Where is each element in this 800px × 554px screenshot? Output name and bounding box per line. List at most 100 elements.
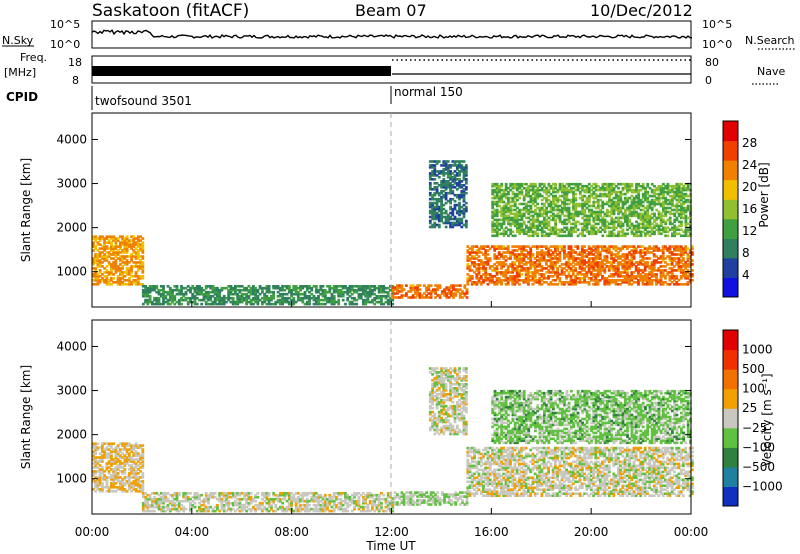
power-echo-cell bbox=[348, 288, 352, 292]
power-echo-cell bbox=[565, 206, 569, 210]
power-echo-cell bbox=[209, 290, 213, 294]
power-echo-cell bbox=[580, 259, 584, 262]
power-echo-cell bbox=[373, 285, 377, 288]
power-echo-cell bbox=[254, 300, 257, 304]
power-echo-cell bbox=[180, 298, 183, 302]
power-echo-cell bbox=[621, 214, 625, 218]
power-echo-cell bbox=[493, 218, 497, 222]
power-echo-cell bbox=[522, 232, 526, 236]
power-echo-cell bbox=[398, 284, 401, 287]
station-title: Saskatoon (fitACF) bbox=[92, 1, 249, 21]
power-echo-cell bbox=[569, 277, 573, 280]
power-echo-cell bbox=[641, 204, 645, 208]
power-echo-cell bbox=[422, 296, 426, 299]
power-echo-cell bbox=[529, 265, 533, 268]
power-echo-cell bbox=[671, 212, 674, 216]
power-echo-cell bbox=[504, 186, 508, 190]
velocity-echo-cell bbox=[107, 444, 111, 447]
power-echo-cell bbox=[540, 208, 544, 212]
velocity-echo-cell bbox=[139, 486, 142, 489]
power-echo-cell bbox=[507, 196, 510, 200]
power-echo-cell bbox=[416, 292, 419, 295]
power-echo-cell bbox=[433, 205, 437, 209]
power-echo-cell bbox=[175, 292, 179, 296]
power-echo-cell bbox=[662, 200, 665, 204]
power-echo-cell bbox=[590, 184, 593, 188]
power-echo-cell bbox=[180, 285, 183, 288]
power-echo-cell bbox=[464, 201, 468, 205]
power-echo-cell bbox=[362, 290, 365, 294]
power-echo-cell bbox=[610, 263, 613, 266]
power-echo-cell bbox=[502, 212, 506, 216]
power-echo-cell bbox=[452, 296, 455, 299]
power-echo-cell bbox=[348, 300, 352, 304]
power-echo-cell bbox=[442, 211, 446, 215]
power-echo-cell bbox=[101, 251, 104, 254]
power-echo-cell bbox=[437, 217, 441, 221]
power-echo-cell bbox=[668, 212, 672, 216]
power-echo-cell bbox=[626, 190, 629, 194]
power-echo-cell bbox=[141, 247, 145, 250]
power-echo-cell bbox=[509, 253, 512, 256]
power-echo-cell bbox=[110, 273, 113, 276]
power-echo-cell bbox=[464, 170, 468, 173]
power-echo-cell bbox=[265, 285, 269, 288]
power-echo-cell bbox=[540, 279, 544, 282]
power-echo-cell bbox=[639, 200, 643, 204]
power-echo-cell bbox=[518, 271, 521, 274]
power-echo-cell bbox=[495, 190, 499, 194]
power-echo-cell bbox=[495, 230, 499, 234]
velocity-echo-cell bbox=[92, 472, 95, 475]
power-echo-cell bbox=[619, 257, 622, 260]
power-echo-cell bbox=[435, 189, 439, 193]
power-echo-cell bbox=[433, 223, 437, 227]
power-echo-cell bbox=[141, 241, 145, 244]
power-echo-cell bbox=[520, 259, 524, 262]
power-echo-cell bbox=[518, 184, 522, 188]
power-echo-cell bbox=[123, 243, 127, 246]
velocity-echo-cell bbox=[127, 486, 131, 489]
power-echo-cell bbox=[130, 281, 133, 284]
power-echo-cell bbox=[513, 255, 517, 258]
power-echo-cell bbox=[646, 232, 650, 236]
power-echo-cell bbox=[245, 286, 248, 290]
power-echo-cell bbox=[570, 182, 573, 186]
power-echo-cell bbox=[460, 170, 464, 173]
power-echo-cell bbox=[252, 290, 255, 294]
power-echo-cell bbox=[449, 199, 452, 203]
power-echo-cell bbox=[630, 212, 634, 216]
power-echo-cell bbox=[414, 292, 417, 295]
power-echo-cell bbox=[464, 205, 468, 209]
power-echo-cell bbox=[679, 283, 683, 286]
power-echo-cell bbox=[127, 281, 131, 284]
power-echo-cell bbox=[265, 298, 269, 302]
power-echo-cell bbox=[518, 224, 522, 228]
power-echo-cell bbox=[491, 192, 495, 196]
power-echo-cell bbox=[587, 218, 591, 222]
power-echo-cell bbox=[296, 296, 300, 300]
power-echo-cell bbox=[552, 200, 555, 204]
velocity-echo-cell bbox=[141, 492, 145, 495]
power-echo-cell bbox=[639, 212, 643, 216]
power-echo-cell bbox=[572, 182, 575, 186]
velocity-echo-cell bbox=[112, 442, 115, 445]
power-echo-cell bbox=[112, 267, 115, 270]
power-echo-cell bbox=[630, 255, 634, 258]
power-echo-cell bbox=[462, 215, 466, 219]
power-echo-cell bbox=[596, 279, 600, 282]
power-echo-cell bbox=[619, 249, 622, 252]
power-echo-cell bbox=[610, 202, 614, 206]
velocity-echo-cell bbox=[123, 464, 127, 467]
power-echo-cell bbox=[518, 218, 522, 222]
power-echo-cell bbox=[114, 251, 118, 254]
power-echo-cell bbox=[458, 195, 461, 199]
power-echo-cell bbox=[621, 279, 625, 282]
power-echo-cell bbox=[498, 218, 501, 222]
power-echo-cell bbox=[531, 224, 535, 228]
power-echo-cell bbox=[671, 202, 674, 206]
power-echo-cell bbox=[491, 222, 495, 226]
power-echo-cell bbox=[429, 292, 433, 295]
power-echo-cell bbox=[168, 302, 172, 306]
power-echo-cell bbox=[238, 288, 242, 292]
power-echo-cell bbox=[599, 218, 602, 222]
